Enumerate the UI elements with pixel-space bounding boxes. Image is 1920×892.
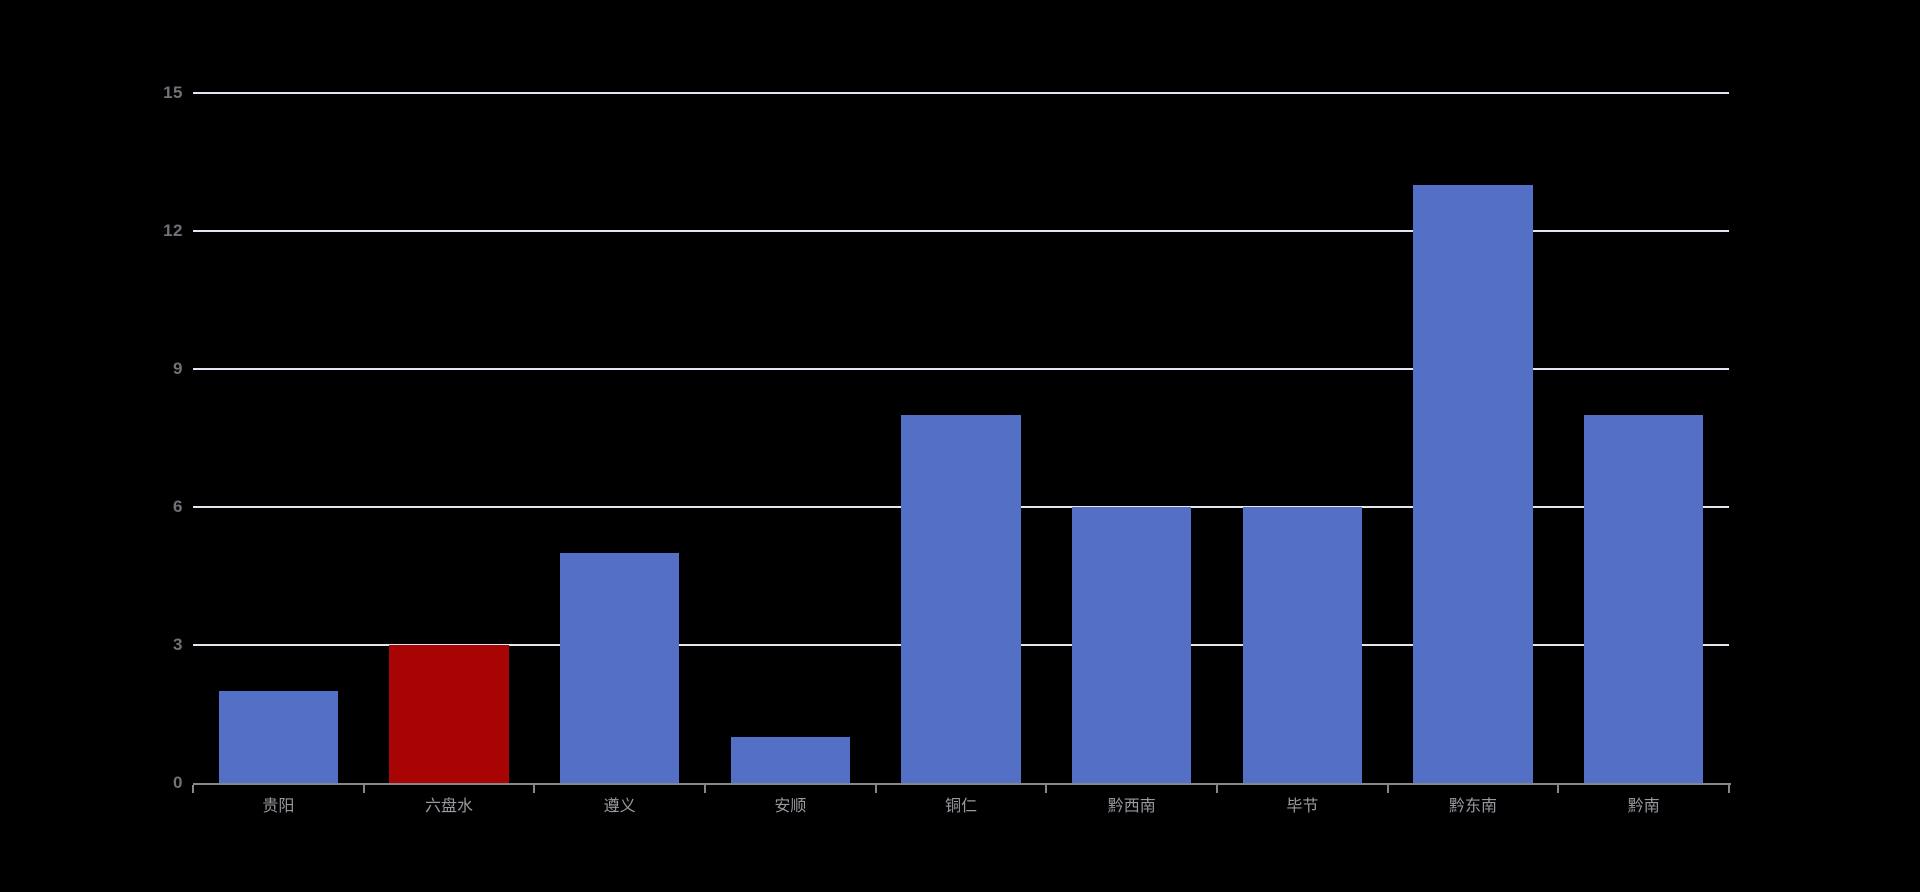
x-axis-line (193, 783, 1731, 785)
bars-container (193, 93, 1729, 783)
gridline (193, 368, 1729, 370)
bar-slot (193, 93, 364, 783)
bar-1[interactable] (218, 691, 339, 783)
axis-tick (1216, 785, 1218, 793)
bar-8[interactable] (1413, 185, 1533, 783)
axis-tick (1045, 785, 1048, 793)
plot-area (193, 92, 1729, 783)
bar-7[interactable] (1242, 507, 1363, 783)
x-axis-label: 黔东南 (1449, 798, 1498, 815)
axis-tick (1557, 785, 1560, 793)
bar-slot (364, 93, 535, 783)
y-axis-label: 12 (163, 221, 183, 240)
y-axis-label: 0 (173, 773, 183, 792)
axis-tick (1386, 785, 1389, 793)
bar-2[interactable] (389, 645, 509, 783)
bar-9[interactable] (1583, 415, 1704, 783)
x-axis-label: 黔南 (1627, 798, 1660, 815)
x-axis-label: 安顺 (774, 798, 807, 815)
x-axis-label: 黔西南 (1107, 798, 1156, 815)
bar-slot (1388, 93, 1559, 783)
axis-tick (192, 785, 194, 793)
bar-slot (876, 93, 1047, 783)
bar-slot (1558, 93, 1729, 783)
y-axis: 0 3 6 9 12 15 (0, 83, 193, 792)
x-axis-labels: 贵阳 六盘水 遵义 安顺 铜仁 黔西南 毕节 黔东南 黔南 (193, 792, 1729, 816)
axis-tick (1728, 785, 1730, 793)
bar-4[interactable] (730, 737, 851, 783)
bar-6[interactable] (1071, 507, 1192, 783)
bar-5[interactable] (901, 415, 1021, 783)
x-axis-label: 六盘水 (425, 798, 474, 815)
x-axis-label: 遵义 (603, 798, 636, 815)
axis-tick (362, 785, 365, 793)
gridline (193, 92, 1729, 94)
bar-slot (1046, 93, 1217, 783)
y-axis-label: 6 (173, 497, 183, 516)
y-axis-label: 3 (173, 635, 183, 654)
bar-slot (534, 93, 705, 783)
bar-slot (705, 93, 876, 783)
bar-3[interactable] (559, 553, 680, 783)
y-axis-label: 15 (163, 83, 183, 102)
bar-slot (1217, 93, 1388, 783)
x-axis-ticks (192, 785, 1730, 793)
gridline (193, 230, 1729, 232)
axis-tick (533, 785, 536, 793)
x-axis-label: 铜仁 (945, 798, 978, 815)
axis-tick (874, 785, 877, 793)
x-axis-label: 贵阳 (262, 798, 295, 815)
x-axis-label: 毕节 (1286, 798, 1319, 815)
axis-tick (704, 785, 706, 793)
y-axis-label: 9 (173, 359, 183, 378)
